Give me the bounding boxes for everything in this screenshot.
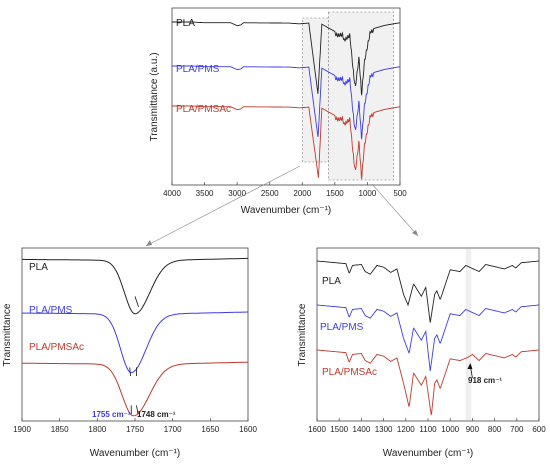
- br-line-pla: [317, 260, 539, 323]
- pla-peak-arrow: [134, 296, 139, 307]
- 918-pointer-head: [467, 363, 473, 369]
- c1-tick-label-1700: 1700: [164, 425, 182, 434]
- pms-peak-arrow: [129, 367, 131, 377]
- zoom-connector-left: [145, 165, 301, 247]
- br-line-pla-pms: [317, 304, 539, 372]
- br-series-lines: [317, 260, 539, 416]
- br-legend-pla: PLA: [322, 276, 341, 287]
- zoom-connector-right: [371, 183, 419, 237]
- c2-tick-label-600: 600: [532, 425, 546, 434]
- c2-tick-label-1200: 1200: [397, 425, 415, 434]
- c1-tick-label-1650: 1650: [201, 425, 219, 434]
- annotation-1748: 1748 cm⁻¹: [137, 410, 176, 419]
- annotation-918: 918 cm⁻¹: [468, 376, 502, 385]
- top-series-lines: [172, 21, 401, 181]
- br-legend-pla-pmsac: PLA/PMSAc: [322, 367, 377, 378]
- c0-tick-label-4000: 4000: [163, 189, 181, 198]
- br-highlight-band: [465, 249, 472, 420]
- top-legend-pla-pmsac: PLA/PMSAc: [176, 104, 231, 115]
- annotation-1755: 1755 cm⁻¹: [92, 410, 131, 419]
- top-line-pla-pmsac: [172, 105, 401, 181]
- top-plot-frame: [171, 7, 401, 186]
- c1-tick-label-1600: 1600: [239, 425, 257, 434]
- br-x-axis-label: Wavenumber (cm⁻¹): [383, 448, 473, 459]
- overview-panel: 4000 3500 3000 2500 2000 1500 1000 500 PLA PLA/…: [149, 7, 407, 216]
- br-y-axis-label: Transmittance: [297, 303, 308, 366]
- bl-line-pla-pmsac: [22, 361, 248, 417]
- c2-tick-label-1000: 1000: [441, 425, 459, 434]
- c2-tick-label-900: 900: [466, 425, 480, 434]
- c2-tick-label-1400: 1400: [353, 425, 371, 434]
- c2-tick-label-700: 700: [510, 425, 524, 434]
- c1-tick-label-1800: 1800: [88, 425, 106, 434]
- fingerprint-zoom-panel: 1600 1500 1400 1300 1200 1100 1000 900 800 700 600…: [297, 247, 546, 459]
- c2-tick-label-1600: 1600: [308, 425, 326, 434]
- c2-tick-label-1500: 1500: [330, 425, 348, 434]
- top-highlight-regions: [301, 11, 394, 181]
- c0-tick-label-2500: 2500: [261, 189, 279, 198]
- bl-series-lines: [21, 257, 248, 417]
- top-y-axis-label: Transmittance (a.u.): [149, 52, 160, 141]
- top-legend-pla: PLA: [176, 18, 195, 29]
- bl-legend-pla-pmsac: PLA/PMSAc: [29, 342, 84, 353]
- bl-y-axis-label: Transmittance: [2, 303, 13, 366]
- br-x-ticks: 1600 1500 1400 1300 1200 1100 1000 900 800 700 600: [308, 418, 546, 434]
- bl-legend-pla-pms: PLA/PMS: [29, 305, 73, 316]
- carbonyl-zoom-panel: 1900 1850 1800 1750 1700 1650 1600 PLA PLA/PMS…: [2, 247, 257, 459]
- top-x-ticks: 4000 3500 3000 2500 2000 1500 1000 500: [163, 182, 407, 198]
- bl-x-ticks: 1900 1850 1800 1750 1700 1650 1600: [13, 418, 257, 434]
- c0-tick-label-2000: 2000: [293, 189, 311, 198]
- bl-annotations: 1755 cm⁻¹ 1748 cm⁻¹: [92, 296, 176, 419]
- top-line-pla: [172, 21, 401, 97]
- bl-x-axis-label: Wavenumber (cm⁻¹): [90, 448, 180, 459]
- c0-tick-label-3000: 3000: [228, 189, 246, 198]
- zoom-connector-right-arrow: [412, 230, 418, 236]
- c0-tick-label-500: 500: [393, 189, 407, 198]
- c0-tick-label-1500: 1500: [326, 189, 344, 198]
- top-line-pla-pms: [172, 65, 401, 141]
- c1-tick-label-1750: 1750: [126, 425, 144, 434]
- br-legend-pla-pms: PLA/PMS: [320, 322, 364, 333]
- 1748-pointer: [136, 405, 139, 415]
- bl-line-pla: [22, 257, 248, 315]
- c2-tick-label-1300: 1300: [375, 425, 393, 434]
- c0-tick-label-1000: 1000: [359, 189, 377, 198]
- top-x-axis-label: Wavenumber (cm⁻¹): [241, 205, 331, 216]
- c0-tick-label-3500: 3500: [196, 189, 214, 198]
- c1-tick-label-1900: 1900: [13, 425, 31, 434]
- zoom-connector-left-arrow: [146, 240, 152, 246]
- c2-tick-label-1100: 1100: [419, 425, 437, 434]
- bl-legend-pla: PLA: [29, 262, 48, 273]
- bl-line-pla-pms: [21, 311, 248, 374]
- top-highlight-region-1: [301, 17, 329, 163]
- br-line-pla-pmsac: [317, 349, 539, 416]
- top-highlight-region-2: [328, 11, 394, 181]
- top-legend-pla-pms: PLA/PMS: [176, 64, 220, 75]
- c2-tick-label-800: 800: [488, 425, 502, 434]
- br-918-band: [465, 249, 472, 420]
- c1-tick-label-1850: 1850: [51, 425, 69, 434]
